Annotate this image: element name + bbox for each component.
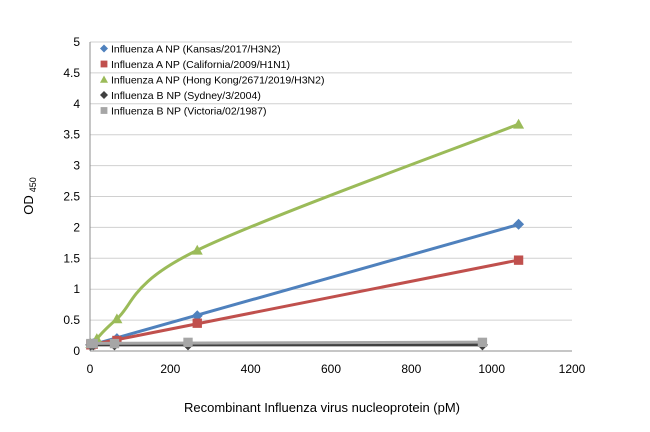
- axes: 0 0.5 1 1.5 2 2.5 3 3.5 4 4.5 5 0 200 400 600 800 1000 12…: [63, 35, 585, 376]
- trendline: [89, 122, 520, 345]
- legend-marker: [100, 91, 108, 99]
- x-axis-title: Recombinant Influenza virus nucleoprotei…: [184, 400, 460, 415]
- x-tick-label: 1200: [559, 362, 586, 376]
- data-point: [513, 255, 524, 265]
- x-tick-label: 0: [87, 362, 94, 376]
- legend-marker: [100, 107, 108, 114]
- legend: Influenza A NP (Kansas/2017/H3N2) Influen…: [100, 44, 324, 118]
- data-point: [513, 118, 525, 129]
- y-tick-label: 4: [73, 97, 80, 111]
- x-tick-label: 1000: [478, 362, 505, 376]
- y-tick-label: 3.5: [63, 128, 80, 142]
- trendline: [90, 340, 483, 345]
- x-tick-label: 400: [241, 362, 261, 376]
- series: [85, 218, 525, 351]
- legend-marker: [100, 44, 108, 53]
- y-tick-label: 0: [73, 344, 80, 358]
- y-tick-label: 4.5: [63, 66, 80, 80]
- y-tick-label: 3: [73, 159, 80, 173]
- data-point: [191, 244, 203, 255]
- series-layer: [85, 118, 525, 351]
- y-tick-label: 2: [73, 220, 80, 234]
- legend-label: Influenza A NP (California/2009/H1N1): [111, 59, 290, 71]
- series: [85, 118, 525, 348]
- x-tick-label: 200: [160, 362, 180, 376]
- x-tick-label: 600: [321, 362, 341, 376]
- series: [86, 255, 524, 350]
- legend-label: Influenza B NP (Victoria/02/1987): [111, 106, 266, 118]
- y-tick-label: 1.5: [63, 251, 80, 265]
- y-tick-label: 0.5: [63, 313, 80, 327]
- data-point: [513, 218, 525, 230]
- y-axis-title-sub: 450: [28, 177, 38, 192]
- data-point: [111, 313, 123, 324]
- y-tick-label: 1: [73, 282, 80, 296]
- y-tick-label: 2.5: [63, 190, 80, 204]
- data-point: [109, 338, 120, 349]
- legend-marker: [100, 60, 108, 68]
- y-axis-title-main: OD: [21, 195, 36, 215]
- y-axis-title: OD 450: [21, 177, 38, 215]
- y-tick-label: 5: [73, 35, 80, 49]
- series: [86, 337, 488, 349]
- legend-label: Influenza A NP (Hong Kong/2671/2019/H3N2…: [111, 75, 324, 87]
- x-tick-label: 800: [401, 362, 421, 376]
- data-point: [192, 318, 202, 328]
- legend-label: Influenza B NP (Sydney/3/2004): [111, 90, 261, 102]
- trendline: [90, 258, 519, 347]
- legend-marker: [100, 75, 108, 83]
- data-point: [88, 338, 98, 349]
- legend-label: Influenza A NP (Kansas/2017/H3N2): [111, 44, 281, 56]
- data-point: [477, 337, 488, 348]
- trendline: [90, 223, 519, 347]
- data-point: [183, 337, 193, 348]
